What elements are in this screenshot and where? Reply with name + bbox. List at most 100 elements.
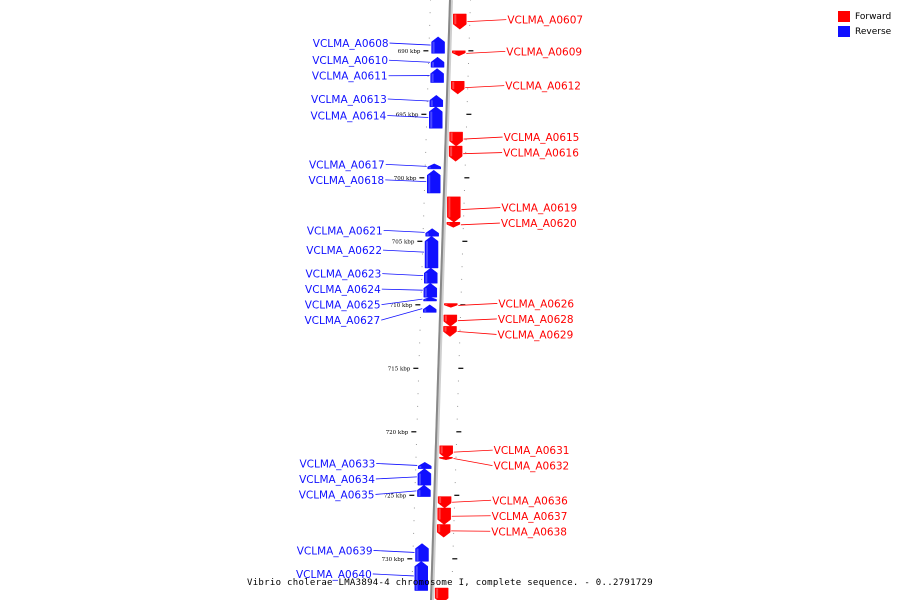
- reverse-color-swatch: [838, 26, 850, 37]
- reverse-gene-shape: [427, 163, 441, 170]
- gene-label: VCLMA_A0617: [309, 159, 385, 171]
- tick-label: 700 kbp: [394, 176, 417, 182]
- label-leader-line: [460, 222, 500, 226]
- label-leader-line: [453, 449, 493, 453]
- gene-arrow: [452, 50, 466, 57]
- reverse-gene-shape: [414, 561, 429, 591]
- gene-label-group: VCLMA_A0616: [463, 148, 579, 160]
- forward-gene-shape: [434, 587, 449, 600]
- gene-arrow: [426, 169, 441, 194]
- gene-features: [414, 13, 467, 600]
- label-leader-line: [381, 308, 423, 321]
- label-leader-line: [452, 499, 492, 503]
- gene-label-group: VCLMA_A0620: [460, 218, 577, 230]
- forward-gene-shape: [443, 314, 458, 327]
- gene-arrow: [431, 36, 445, 54]
- sequence-title: Vibrio cholerae LMA3894-4 chromosome I, …: [246, 578, 653, 588]
- reverse-gene-shape: [431, 36, 445, 54]
- gene-arrow: [423, 282, 438, 298]
- reverse-gene-shape: [417, 484, 431, 497]
- gene-label-group: VCLMA_A0627: [304, 308, 423, 327]
- label-leader-line: [389, 42, 431, 46]
- gene-label: VCLMA_A0628: [498, 314, 574, 326]
- gene-arrow: [443, 314, 458, 327]
- gene-labels: VCLMA_A0607 VCLMA_A0609 VCLMA_A0612 VCLMA_A…: [296, 15, 583, 581]
- gene-label: VCLMA_A0616: [503, 148, 579, 160]
- gene-label: VCLMA_A0609: [506, 46, 582, 58]
- gene-arrow: [449, 131, 463, 147]
- gene-arrow: [414, 561, 429, 591]
- legend-item-reverse: Reverse: [838, 24, 891, 39]
- forward-gene-shape: [439, 445, 453, 459]
- gene-label: VCLMA_A0619: [501, 203, 577, 215]
- forward-gene-shape: [449, 131, 463, 147]
- axis-line: [430, 0, 451, 600]
- label-leader-line: [381, 298, 423, 305]
- gene-label: VCLMA_A0614: [311, 110, 387, 122]
- gene-label: VCLMA_A0622: [306, 245, 382, 257]
- reverse-gene-shape: [430, 56, 445, 68]
- gene-label-group: VCLMA_A0637: [451, 511, 567, 523]
- forward-gene-shape: [439, 456, 453, 460]
- label-leader-line: [382, 249, 425, 253]
- forward-gene-shape: [443, 326, 457, 337]
- gene-label-group: VCLMA_A0639: [297, 545, 415, 557]
- gene-label-group: VCLMA_A0632: [453, 458, 569, 473]
- label-leader-line: [463, 136, 503, 140]
- tick-label: 695 kbp: [396, 112, 419, 118]
- gene-label-group: VCLMA_A0626: [458, 298, 574, 310]
- gene-arrow: [437, 496, 452, 509]
- gene-arrow: [427, 163, 441, 170]
- reverse-gene-shape: [424, 267, 438, 284]
- gene-label-group: VCLMA_A0610: [312, 55, 431, 67]
- label-leader-line: [373, 550, 415, 553]
- gene-label: VCLMA_A0607: [507, 15, 583, 27]
- forward-gene-shape: [436, 524, 451, 538]
- gene-label-group: VCLMA_A0624: [305, 284, 423, 296]
- gene-label-group: VCLMA_A0618: [308, 175, 427, 187]
- label-leader-line: [457, 331, 497, 335]
- gene-label-group: VCLMA_A0613: [311, 94, 429, 106]
- gene-label-group: VCLMA_A0615: [463, 132, 579, 144]
- forward-gene-shape: [437, 507, 451, 525]
- gene-arrow: [448, 145, 463, 162]
- tick-label: 725 kbp: [384, 493, 407, 499]
- gene-label-group: VCLMA_A0608: [313, 38, 431, 50]
- label-leader-line: [382, 273, 424, 276]
- gene-label-group: VCLMA_A0631: [453, 445, 570, 457]
- reverse-gene-shape: [430, 68, 444, 83]
- reverse-gene-shape: [426, 169, 441, 194]
- gene-arrow: [417, 484, 431, 497]
- gene-label: VCLMA_A0623: [306, 269, 382, 281]
- gene-arrow: [447, 196, 461, 223]
- gene-label-group: VCLMA_A0634: [299, 474, 417, 486]
- gene-label: VCLMA_A0638: [491, 526, 567, 538]
- gene-label: VCLMA_A0636: [492, 495, 568, 507]
- gene-label: VCLMA_A0639: [297, 545, 373, 557]
- label-leader-line: [465, 85, 505, 89]
- gene-label: VCLMA_A0635: [299, 489, 375, 501]
- gene-label-group: VCLMA_A0635: [299, 489, 417, 501]
- forward-color-swatch: [838, 11, 850, 22]
- reverse-gene-shape: [423, 296, 437, 302]
- label-leader-line: [375, 476, 417, 480]
- gene-label-group: VCLMA_A0621: [307, 225, 425, 237]
- gene-arrow: [439, 456, 453, 460]
- tick-label: 705 kbp: [392, 239, 415, 245]
- label-leader-line: [375, 490, 417, 495]
- gene-label: VCLMA_A0627: [304, 315, 380, 327]
- legend-item-forward: Forward: [838, 9, 891, 24]
- gene-arrow: [430, 68, 444, 83]
- gene-label-group: VCLMA_A0628: [457, 314, 574, 326]
- gene-label-group: VCLMA_A0609: [466, 46, 582, 58]
- gene-label: VCLMA_A0631: [494, 445, 570, 457]
- label-leader-line: [389, 59, 431, 63]
- label-leader-line: [372, 573, 414, 577]
- label-leader-line: [467, 19, 507, 22]
- gene-label: VCLMA_A0625: [305, 300, 381, 312]
- forward-gene-shape: [452, 50, 466, 57]
- reverse-gene-shape: [429, 94, 444, 107]
- gene-label: VCLMA_A0621: [307, 225, 383, 237]
- label-leader-line: [457, 318, 497, 322]
